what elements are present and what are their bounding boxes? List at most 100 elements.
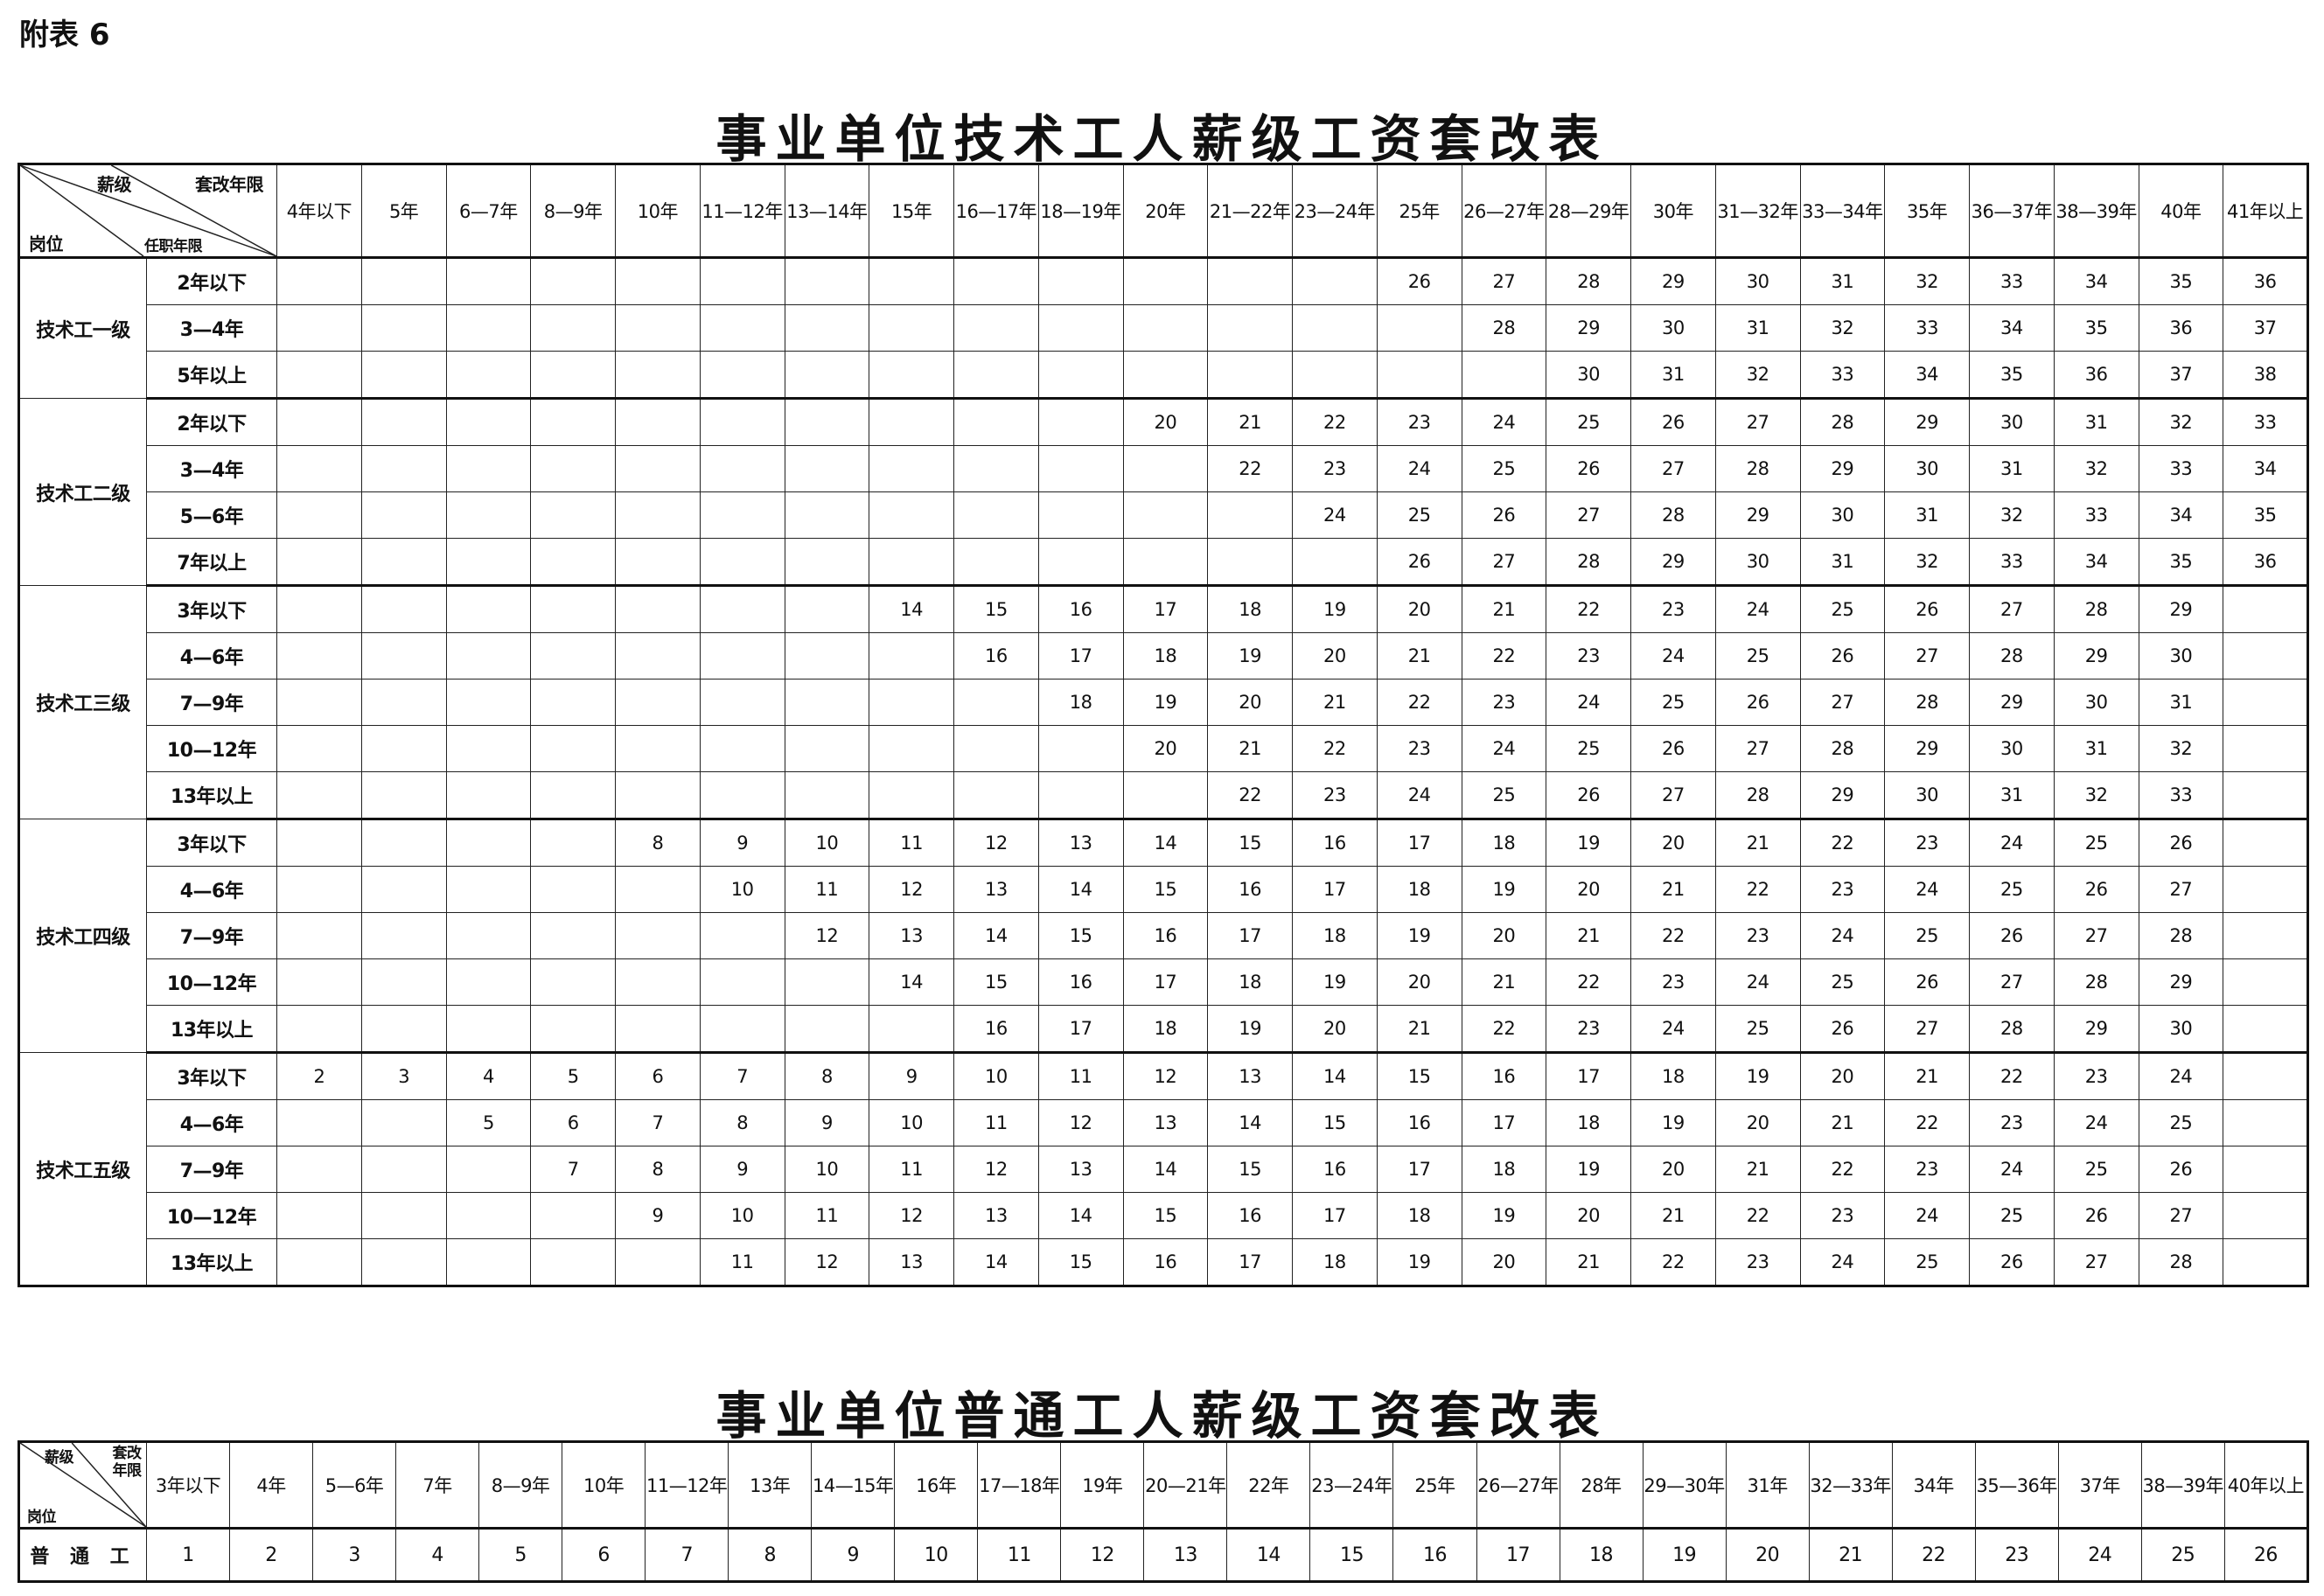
grade-cell: 19 — [1714, 1052, 1801, 1100]
column-header: 41年以上 — [2223, 164, 2308, 258]
column-header: 20—21年 — [1143, 1441, 1228, 1529]
grade-cell: 4 — [395, 1528, 480, 1582]
empty-cell — [2223, 632, 2308, 680]
grade-cell: 28 — [2138, 1238, 2224, 1287]
grade-cell: 33 — [1969, 538, 2055, 587]
grade-cell: 24 — [1799, 912, 1886, 959]
empty-cell — [445, 1146, 532, 1193]
column-header: 13—14年 — [784, 164, 870, 258]
empty-cell — [869, 632, 954, 680]
grade-cell: 25 — [2140, 1528, 2225, 1582]
grade-cell: 22 — [1630, 1238, 1716, 1287]
empty-cell — [530, 725, 616, 772]
tenure-cell: 2年以下 — [146, 398, 277, 446]
empty-cell — [615, 912, 701, 959]
position-cell: 技术工三级 — [18, 585, 147, 819]
grade-cell: 21 — [1808, 1528, 1893, 1582]
grade-cell: 27 — [1799, 679, 1886, 726]
grade-cell: 6 — [562, 1528, 646, 1582]
grade-cell: 11 — [784, 1192, 870, 1239]
grade-cell: 14 — [869, 585, 954, 633]
empty-cell — [1207, 257, 1293, 305]
grade-cell: 22 — [1969, 1052, 2055, 1100]
empty-cell — [784, 958, 870, 1006]
grade-cell: 29 — [1799, 445, 1886, 492]
empty-cell — [699, 351, 785, 400]
empty-cell — [784, 585, 870, 633]
grade-cell: 33 — [2138, 445, 2224, 492]
grade-cell: 5 — [478, 1528, 563, 1582]
empty-cell — [445, 1005, 532, 1054]
column-header: 14—15年 — [811, 1441, 896, 1529]
column-header: 4年 — [229, 1441, 314, 1529]
grade-cell: 17 — [1461, 1099, 1547, 1146]
grade-cell: 26 — [1799, 1005, 1886, 1054]
grade-cell: 20 — [1207, 679, 1293, 726]
grade-cell: 15 — [1122, 1192, 1209, 1239]
grade-cell: 22 — [1461, 632, 1547, 680]
grade-cell: 12 — [953, 819, 1039, 867]
tenure-cell: 4—6年 — [146, 1099, 277, 1146]
table-row: 5—6年 24 25 26 27 28 29 30 31 32 33 34 35 — [19, 491, 2308, 539]
grade-cell: 29 — [1630, 257, 1716, 305]
empty-cell — [276, 912, 362, 959]
grade-cell: 28 — [1714, 445, 1801, 492]
column-header: 18—19年 — [1037, 164, 1124, 258]
grade-cell: 18 — [1461, 819, 1547, 867]
empty-cell — [1037, 398, 1124, 446]
grade-cell: 19 — [1376, 1238, 1462, 1287]
grade-cell: 28 — [1969, 1005, 2055, 1054]
grade-cell: 11 — [784, 866, 870, 913]
grade-cell: 10 — [784, 819, 870, 867]
grade-cell: 34 — [1884, 351, 1970, 400]
grade-cell: 27 — [1884, 632, 1970, 680]
empty-cell — [1376, 351, 1462, 400]
grade-cell: 31 — [1799, 257, 1886, 305]
grade-cell: 24 — [1461, 398, 1547, 446]
empty-cell — [360, 445, 447, 492]
grade-cell: 24 — [2057, 1528, 2142, 1582]
grade-cell: 15 — [953, 585, 1039, 633]
column-header: 5—6年 — [312, 1441, 397, 1529]
grade-cell: 24 — [1376, 445, 1462, 492]
grade-cell: 14 — [1292, 1052, 1378, 1100]
empty-cell — [615, 445, 701, 492]
grade-cell: 12 — [869, 1192, 954, 1239]
empty-cell — [276, 304, 362, 352]
empty-cell — [445, 538, 532, 587]
empty-cell — [360, 351, 447, 400]
grade-cell: 22 — [1799, 1146, 1886, 1193]
grade-cell: 17 — [1122, 585, 1209, 633]
grade-cell: 6 — [530, 1099, 616, 1146]
grade-cell: 29 — [2053, 1005, 2139, 1054]
empty-cell — [615, 538, 701, 587]
grade-cell: 20 — [1714, 1099, 1801, 1146]
table-row: 3—4年 22 23 24 25 26 27 28 29 30 31 32 33 34 — [19, 445, 2308, 492]
grade-cell: 19 — [1292, 958, 1378, 1006]
column-header: 33—34年 — [1799, 164, 1886, 258]
empty-cell — [530, 398, 616, 446]
grade-cell: 27 — [1630, 445, 1716, 492]
empty-cell — [615, 958, 701, 1006]
grade-cell: 25 — [1884, 1238, 1970, 1287]
table-row: 5年以上 30 31 32 33 34 35 36 37 38 — [19, 351, 2308, 400]
grade-cell: 18 — [1122, 632, 1209, 680]
empty-cell — [445, 1192, 532, 1239]
empty-cell — [1207, 351, 1293, 400]
grade-cell: 22 — [1714, 1192, 1801, 1239]
grade-cell: 21 — [1714, 819, 1801, 867]
empty-cell — [276, 351, 362, 400]
grade-cell: 24 — [1799, 1238, 1886, 1287]
grade-cell: 30 — [2053, 679, 2139, 726]
grade-cell: 35 — [2053, 304, 2139, 352]
column-header: 37年 — [2057, 1441, 2142, 1529]
grade-cell: 35 — [2138, 538, 2224, 587]
grade-cell: 16 — [1122, 1238, 1209, 1287]
grade-cell: 27 — [2053, 912, 2139, 959]
grade-cell: 14 — [1037, 1192, 1124, 1239]
empty-cell — [445, 257, 532, 305]
tenure-cell: 5年以上 — [146, 351, 277, 400]
grade-cell: 23 — [1292, 771, 1378, 820]
grade-cell: 7 — [645, 1528, 729, 1582]
empty-cell — [784, 445, 870, 492]
